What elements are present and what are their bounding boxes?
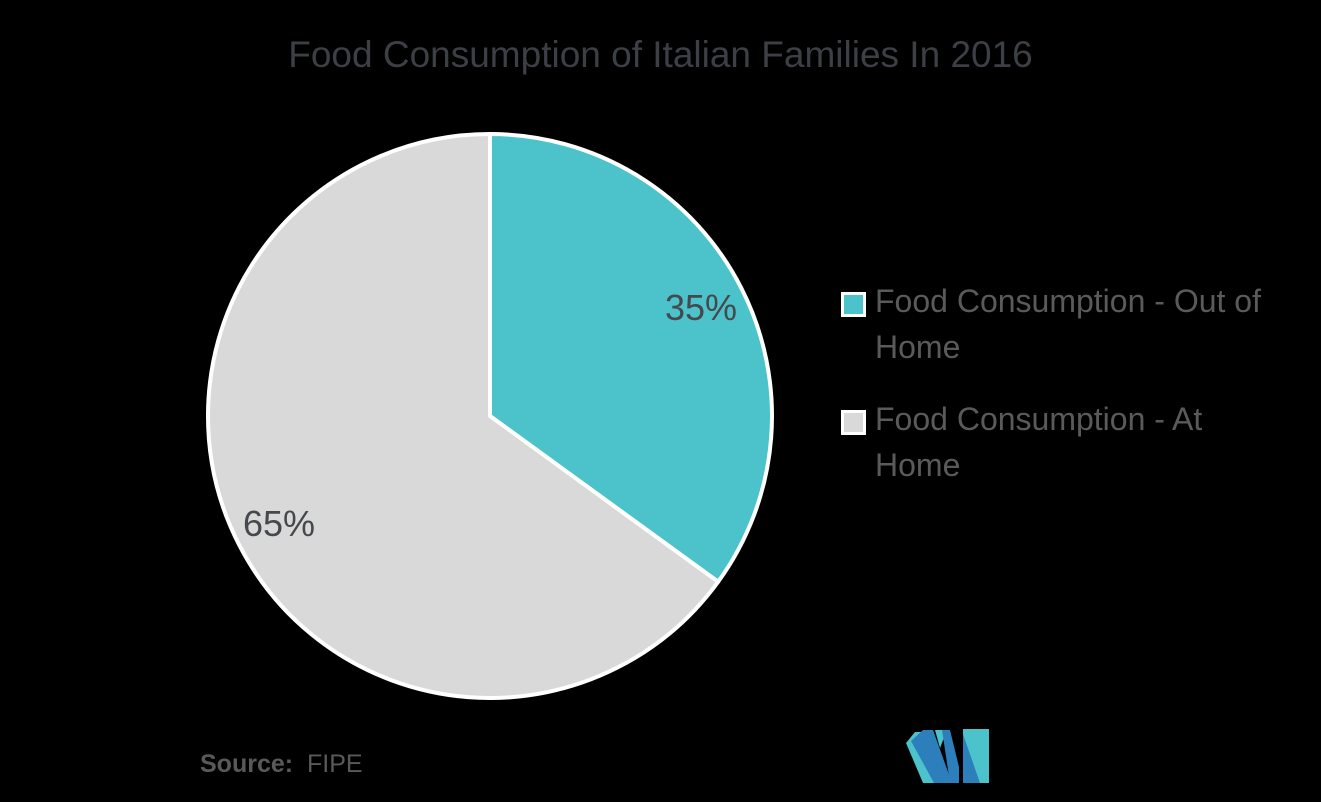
mordor-intelligence-logo-icon	[906, 729, 989, 783]
source-name	[300, 750, 307, 778]
pie-chart	[205, 132, 774, 700]
source-prefix: Source:	[200, 750, 294, 778]
legend: Food Consumption - Out of Home Food Cons…	[841, 278, 1263, 514]
legend-swatch	[841, 410, 866, 435]
slice-label: 35%	[664, 287, 738, 328]
chart-title: Food Consumption of Italian Families In …	[288, 34, 1033, 75]
pie-slice	[488, 132, 774, 584]
logo-shape	[911, 730, 952, 783]
legend-label: Food Consumption - Out of Home	[875, 283, 1261, 365]
logo-shape	[963, 734, 980, 783]
slice-label: 65%	[242, 503, 316, 544]
pie-slice	[205, 132, 721, 700]
source-note: Source: FIPE	[200, 750, 363, 779]
source-value: FIPE	[307, 750, 363, 778]
legend-item: Food Consumption - At Home	[841, 396, 1263, 488]
logo-shape	[942, 730, 959, 783]
legend-label: Food Consumption - At Home	[875, 401, 1203, 483]
legend-swatch	[841, 292, 866, 317]
legend-item: Food Consumption - Out of Home	[841, 278, 1263, 370]
